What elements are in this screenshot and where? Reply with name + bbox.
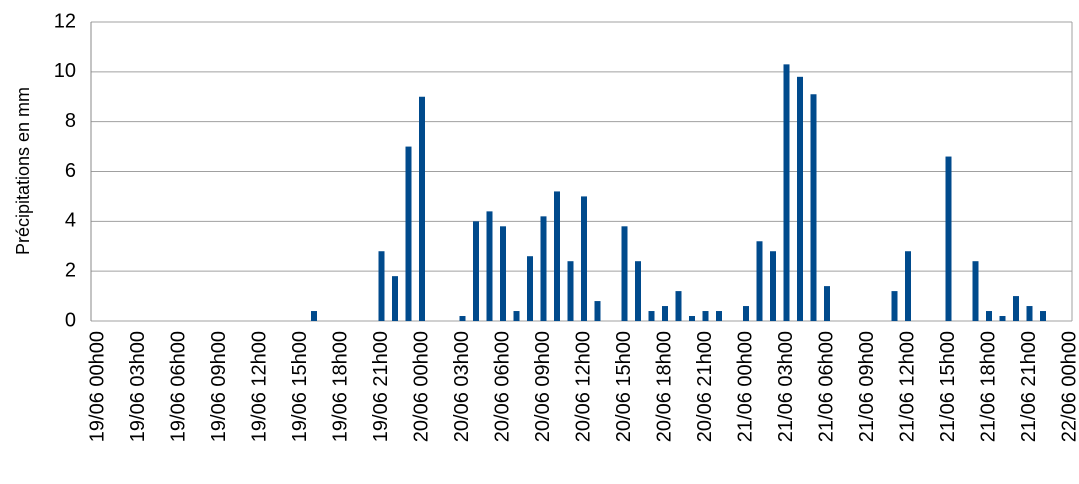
bar [810, 94, 817, 321]
x-tick-label: 20/06 12h00 [572, 331, 594, 442]
y-tick-label: 10 [54, 60, 76, 82]
bar [527, 256, 533, 321]
x-tick-label: 22/06 00h00 [1058, 331, 1079, 442]
bar [986, 311, 992, 321]
bar [675, 291, 682, 321]
bar [621, 226, 628, 321]
bar [419, 96, 425, 321]
bar [635, 261, 641, 321]
bar [594, 301, 601, 321]
bar [486, 211, 493, 321]
bar [311, 311, 317, 321]
bar [999, 316, 1006, 321]
bar [770, 251, 776, 321]
bar [662, 306, 668, 321]
x-tick-label: 21/06 21h00 [1018, 331, 1040, 442]
x-tick-label: 21/06 18h00 [977, 331, 999, 442]
x-tick-label: 21/06 06h00 [815, 331, 837, 442]
bar [689, 316, 695, 321]
y-tick-label: 4 [65, 210, 76, 232]
x-tick-label: 20/06 00h00 [410, 331, 432, 442]
bar [473, 221, 479, 321]
bar [797, 76, 803, 321]
bar [540, 216, 547, 321]
bar [824, 286, 830, 321]
x-tick-label: 21/06 09h00 [856, 331, 878, 442]
y-tick-label: 2 [65, 259, 76, 281]
bar [972, 261, 979, 321]
bar [648, 311, 655, 321]
bar [554, 191, 560, 321]
bar [702, 311, 709, 321]
bar [891, 291, 898, 321]
x-tick-label: 19/06 12h00 [248, 331, 270, 442]
x-tick-label: 21/06 12h00 [896, 331, 918, 442]
x-tick-label: 20/06 06h00 [491, 331, 513, 442]
x-tick-label: 19/06 18h00 [329, 331, 351, 442]
bar [905, 251, 911, 321]
bar [945, 156, 952, 321]
bar [581, 196, 587, 321]
x-tick-label: 20/06 15h00 [613, 331, 635, 442]
y-tick-label: 12 [54, 10, 76, 32]
bar [716, 311, 722, 321]
x-tick-label: 21/06 03h00 [775, 331, 797, 442]
x-tick-label: 19/06 06h00 [167, 331, 189, 442]
bar [1040, 311, 1046, 321]
x-tick-label: 20/06 21h00 [694, 331, 716, 442]
bar [378, 251, 385, 321]
bar [1013, 296, 1019, 321]
x-tick-label: 20/06 18h00 [653, 331, 675, 442]
bar [743, 306, 749, 321]
bar [1026, 306, 1033, 321]
x-tick-label: 19/06 15h00 [289, 331, 311, 442]
bar [513, 311, 520, 321]
bar [756, 241, 763, 321]
x-tick-label: 20/06 03h00 [451, 331, 473, 442]
y-tick-label: 8 [65, 110, 76, 132]
x-tick-label: 19/06 03h00 [127, 331, 149, 442]
x-tick-label: 20/06 09h00 [532, 331, 554, 442]
x-tick-label: 21/06 15h00 [937, 331, 959, 442]
bar [567, 261, 574, 321]
y-tick-label: 0 [65, 309, 76, 331]
x-tick-label: 19/06 21h00 [370, 331, 392, 442]
y-tick-label: 6 [65, 160, 76, 182]
x-tick-label: 19/06 00h00 [86, 331, 108, 442]
bar [783, 64, 790, 321]
bar [500, 226, 506, 321]
bar [405, 146, 412, 321]
bar [392, 276, 398, 321]
x-tick-label: 19/06 09h00 [208, 331, 230, 442]
y-axis-title: Précipitations en mm [13, 87, 33, 255]
x-tick-label: 21/06 00h00 [734, 331, 756, 442]
bar [459, 316, 466, 321]
